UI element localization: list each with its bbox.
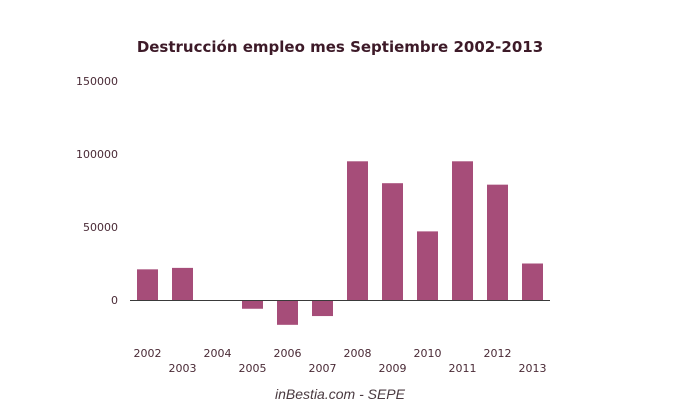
x-tick-label: 2007 (309, 362, 337, 375)
bar-2003 (172, 267, 193, 300)
y-tick-label: 150000 (76, 75, 118, 88)
y-tick-label: 50000 (83, 221, 118, 234)
x-tick-label: 2009 (379, 362, 407, 375)
bar-2010 (417, 231, 438, 300)
y-tick-label: 100000 (76, 148, 118, 161)
bar-2008 (347, 161, 368, 300)
x-tick-label: 2008 (344, 347, 372, 360)
x-tick-label: 2004 (204, 347, 232, 360)
y-tick-label: 0 (111, 294, 118, 307)
chart-title: Destrucción empleo mes Septiembre 2002-2… (136, 38, 544, 56)
x-tick-label: 2010 (414, 347, 442, 360)
x-tick-label: 2013 (519, 362, 547, 375)
bar-2011 (452, 161, 473, 300)
bar-2013 (522, 263, 543, 300)
bar-2007 (312, 300, 333, 317)
x-tick-label: 2011 (449, 362, 477, 375)
x-tick-label: 2012 (484, 347, 512, 360)
chart-source: inBestia.com - SEPE (275, 386, 405, 402)
bar-2012 (487, 184, 508, 300)
x-tick-label: 2002 (134, 347, 162, 360)
bar-2009 (382, 183, 403, 300)
x-tick-label: 2005 (239, 362, 267, 375)
bar-2002 (137, 269, 158, 300)
x-tick-label: 2003 (169, 362, 197, 375)
x-tick-label: 2006 (274, 347, 302, 360)
bar-2006 (277, 300, 298, 325)
bar-2005 (242, 300, 263, 309)
